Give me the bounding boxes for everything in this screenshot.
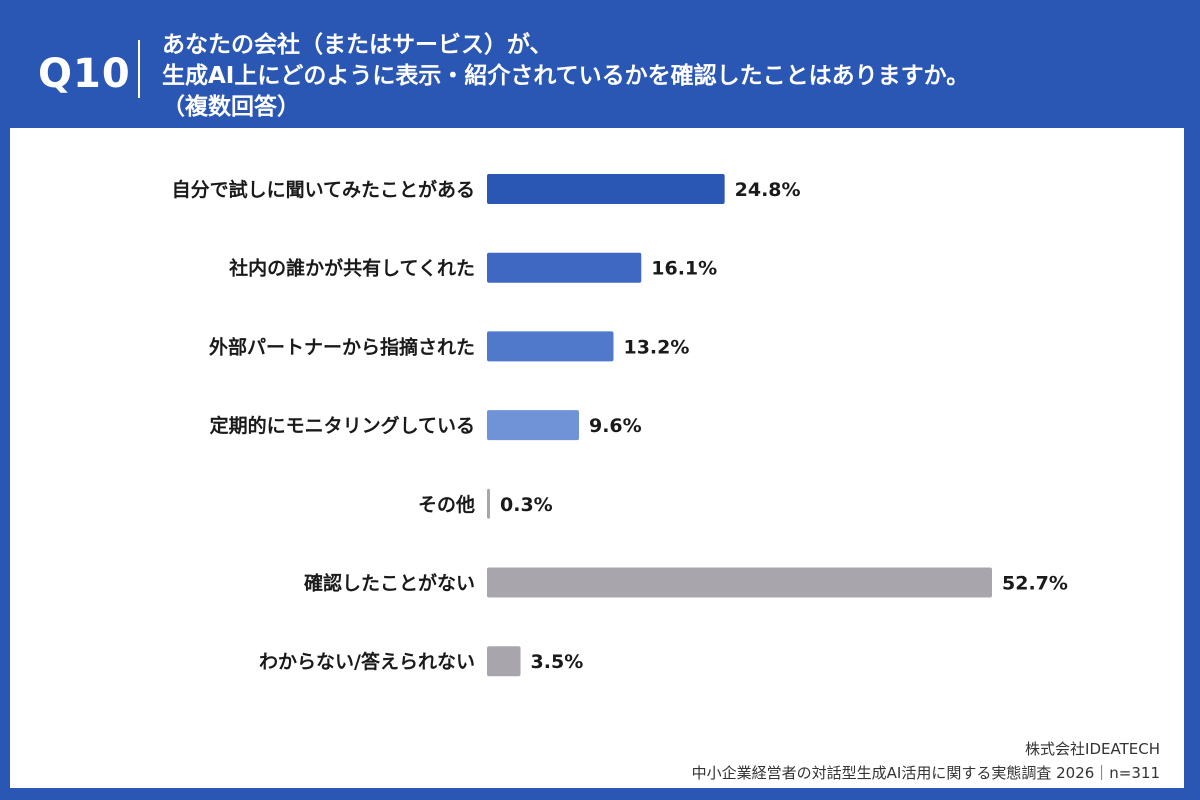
category-label: 自分で試しに聞いてみたことがある — [172, 178, 475, 201]
bar-chart: 自分で試しに聞いてみたことがある 24.8% 社内の誰かが共有してくれた 16.1% 外… — [172, 174, 1068, 677]
bar — [487, 567, 992, 598]
question-line-3: （複数回答） — [162, 94, 300, 120]
chart-panel: 自分で試しに聞いてみたことがある 24.8% 社内の誰かが共有してくれた 16.1% 外… — [10, 128, 1184, 788]
value-label: 52.7% — [1002, 573, 1068, 595]
bar — [487, 174, 725, 204]
value-label: 24.8% — [735, 179, 801, 201]
value-label: 9.6% — [589, 415, 642, 437]
value-label: 3.5% — [531, 651, 584, 673]
bar — [487, 488, 490, 519]
category-label: わからない/答えられない — [259, 650, 475, 673]
footer-company: 株式会社IDEATECH — [1025, 740, 1160, 758]
question-text: あなたの会社（またはサービス）が、 生成AI上にどのように表示・紹介されているか… — [162, 30, 969, 123]
bar — [487, 331, 614, 362]
category-label: 外部パートナーから指摘された — [209, 335, 475, 358]
category-label: 定期的にモニタリングしている — [210, 414, 475, 437]
bar — [487, 410, 579, 441]
header-band: Q10 あなたの会社（またはサービス）が、 生成AI上にどのように表示・紹介され… — [0, 0, 1200, 128]
bar — [487, 646, 521, 677]
question-number: Q10 — [38, 51, 131, 97]
footer-survey: 中小企業経営者の対話型生成AI活用に関する実態調査 2026｜n=311 — [691, 764, 1160, 782]
value-label: 13.2% — [623, 336, 689, 358]
question-line-1: あなたの会社（またはサービス）が、 — [162, 32, 553, 58]
category-label: 確認したことがない — [304, 572, 475, 595]
question-divider — [138, 40, 140, 98]
bar — [487, 252, 642, 283]
value-label: 16.1% — [651, 258, 717, 280]
category-label: 社内の誰かが共有してくれた — [228, 257, 475, 280]
question-line-2: 生成AI上にどのように表示・紹介されているかを確認したことはありますか。 — [162, 63, 970, 89]
value-label: 0.3% — [500, 494, 553, 516]
category-label: その他 — [418, 493, 475, 516]
